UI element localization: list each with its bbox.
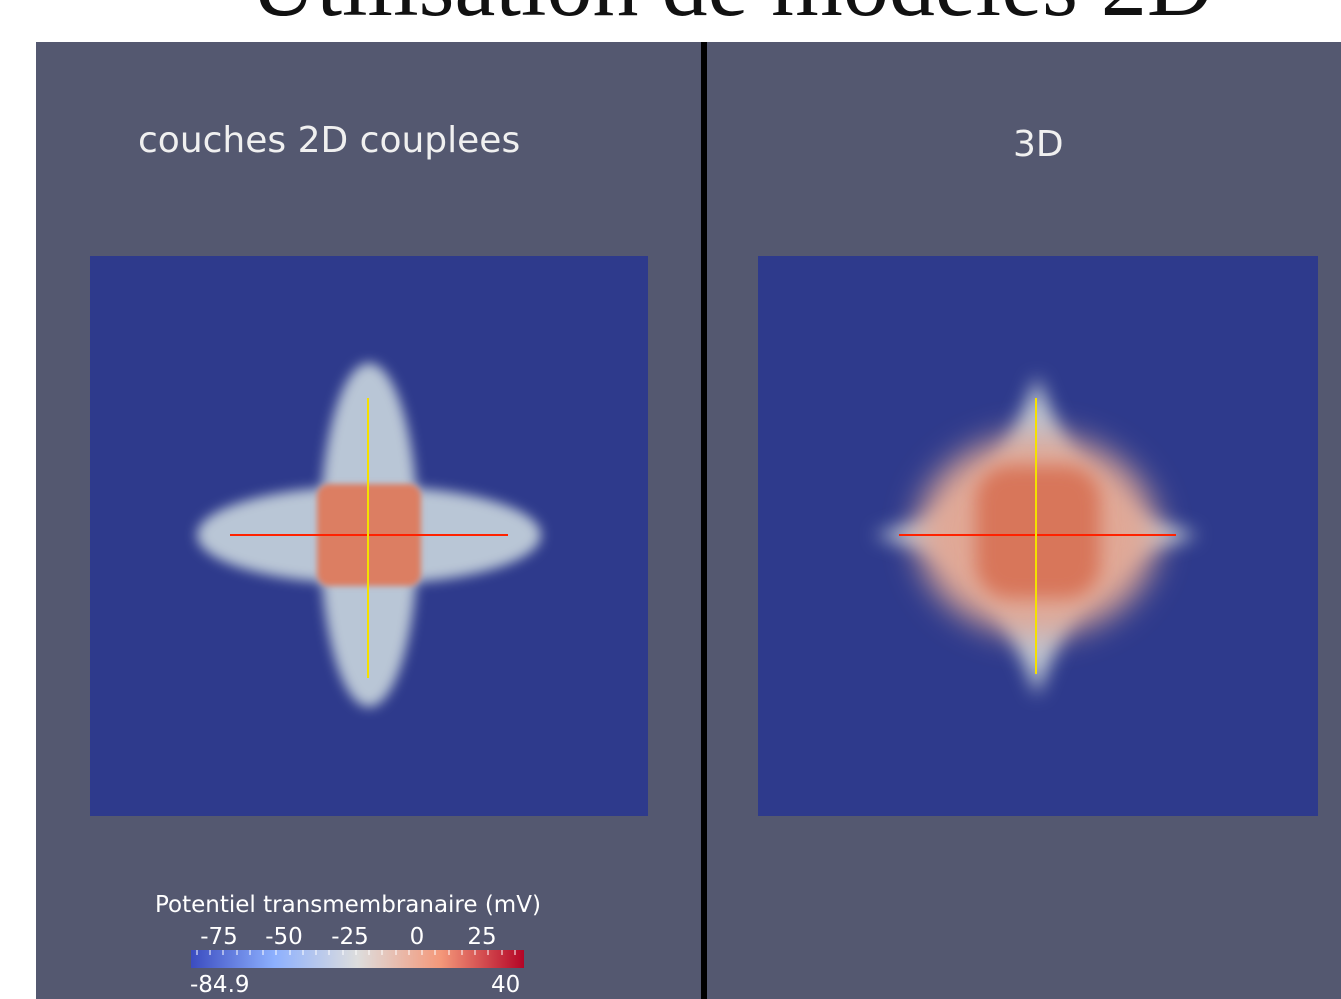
colorbar-title: Potentiel transmembranaire (mV) [155, 892, 541, 918]
colorbar-tick-label: 25 [467, 924, 497, 950]
simulation-view-3d[interactable] [758, 256, 1318, 816]
excited-region [976, 466, 1100, 598]
panel-title-left: couches 2D couplees [138, 120, 521, 161]
colorbar-gradient [191, 950, 524, 968]
colorbar-legend: Potentiel transmembranaire (mV) -75 -50 … [36, 892, 701, 999]
view-panel-right[interactable]: 3D [707, 42, 1341, 999]
panel-title-right: 3D [1013, 124, 1064, 165]
slide-title: Utilisation de modèles 2D [250, 0, 1213, 30]
view-panel-left[interactable]: couches 2D couplees Potentiel transmembr… [36, 42, 701, 999]
colorbar-tick-label: 0 [409, 924, 425, 950]
colorbar-min-label: -84.9 [190, 972, 250, 998]
colorbar-tick-label: -25 [331, 924, 369, 950]
panel-divider[interactable] [701, 42, 707, 999]
simulation-view-2d[interactable] [90, 256, 648, 816]
colorbar-max-label: 40 [491, 972, 521, 998]
colorbar-tick-label: -75 [200, 924, 238, 950]
colorbar-tick-label: -50 [265, 924, 303, 950]
